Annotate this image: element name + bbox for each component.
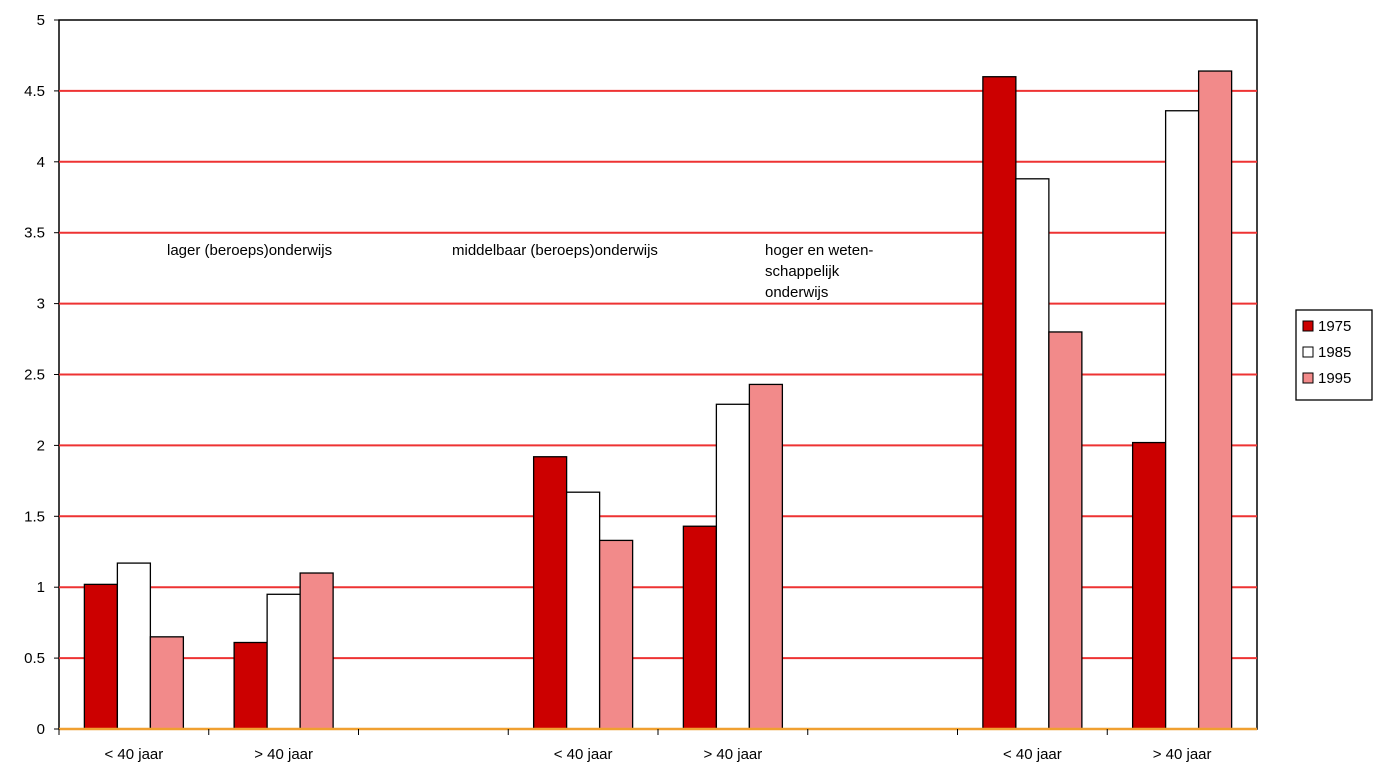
- bar-1985: [715, 403, 751, 730]
- bar-1995: [1197, 70, 1233, 730]
- y-tick-label: 2.5: [24, 367, 45, 384]
- legend-label: 1985: [1318, 344, 1351, 361]
- x-category-label: > 40 jaar: [254, 746, 313, 763]
- x-axis: < 40 jaar > 40 jaar < 40 jaar > 40 jaar < 40…: [58, 727, 1257, 763]
- x-category-label: < 40 jaar: [104, 746, 163, 763]
- legend-swatch-1975: [1302, 320, 1314, 332]
- bar-1985: [116, 562, 152, 730]
- group-label: hoger en weten-schappelijk onderwijs: [765, 242, 873, 301]
- bar-1995: [748, 383, 784, 730]
- y-axis-ticks: 0 0.5 1 1.5 2 2.5 3 3.5 4 4.5 5: [24, 12, 59, 738]
- bar-1995: [149, 636, 185, 730]
- bar-1975: [982, 76, 1017, 730]
- x-category-label: < 40 jaar: [554, 746, 613, 763]
- y-tick-label: 3.5: [24, 225, 45, 242]
- group-labels: lager (beroeps)onderwijs middelbaar (bero…: [167, 242, 873, 301]
- bar-1975: [83, 583, 119, 730]
- legend-label: 1995: [1318, 370, 1351, 387]
- bar-1975: [532, 456, 568, 730]
- y-tick-label: 1.5: [24, 508, 45, 525]
- x-category-label: < 40 jaar: [1003, 746, 1062, 763]
- bars: [83, 70, 1233, 730]
- y-tick-label: 0.5: [24, 650, 45, 667]
- bar-1975: [1131, 441, 1167, 730]
- bar-1995: [1048, 331, 1083, 730]
- x-category-label: > 40 jaar: [703, 746, 762, 763]
- y-tick-label: 4.5: [24, 83, 45, 100]
- y-tick-label: 0: [37, 721, 45, 738]
- bar-1975: [233, 641, 268, 730]
- group-label: middelbaar (beroeps)onderwijs: [452, 242, 658, 259]
- y-tick-label: 3: [37, 296, 45, 313]
- bar-1985: [266, 593, 301, 730]
- bar-1985: [1015, 178, 1050, 730]
- y-tick-label: 2: [37, 437, 45, 454]
- legend-swatch-1995: [1302, 372, 1314, 384]
- bar-1985: [1164, 110, 1200, 730]
- legend-label: 1975: [1318, 318, 1351, 335]
- y-tick-label: 5: [37, 12, 45, 29]
- y-tick-label: 1: [37, 579, 45, 596]
- bar-1995: [598, 539, 634, 730]
- legend-swatch-1985: [1302, 346, 1314, 358]
- x-category-label: > 40 jaar: [1153, 746, 1212, 763]
- group-label: lager (beroeps)onderwijs: [167, 242, 332, 259]
- y-tick-label: 4: [37, 154, 45, 171]
- bar-1995: [299, 572, 334, 730]
- legend: 1975 1985 1995: [1295, 309, 1373, 401]
- bar-1975: [682, 525, 718, 730]
- bar-1985: [565, 491, 601, 730]
